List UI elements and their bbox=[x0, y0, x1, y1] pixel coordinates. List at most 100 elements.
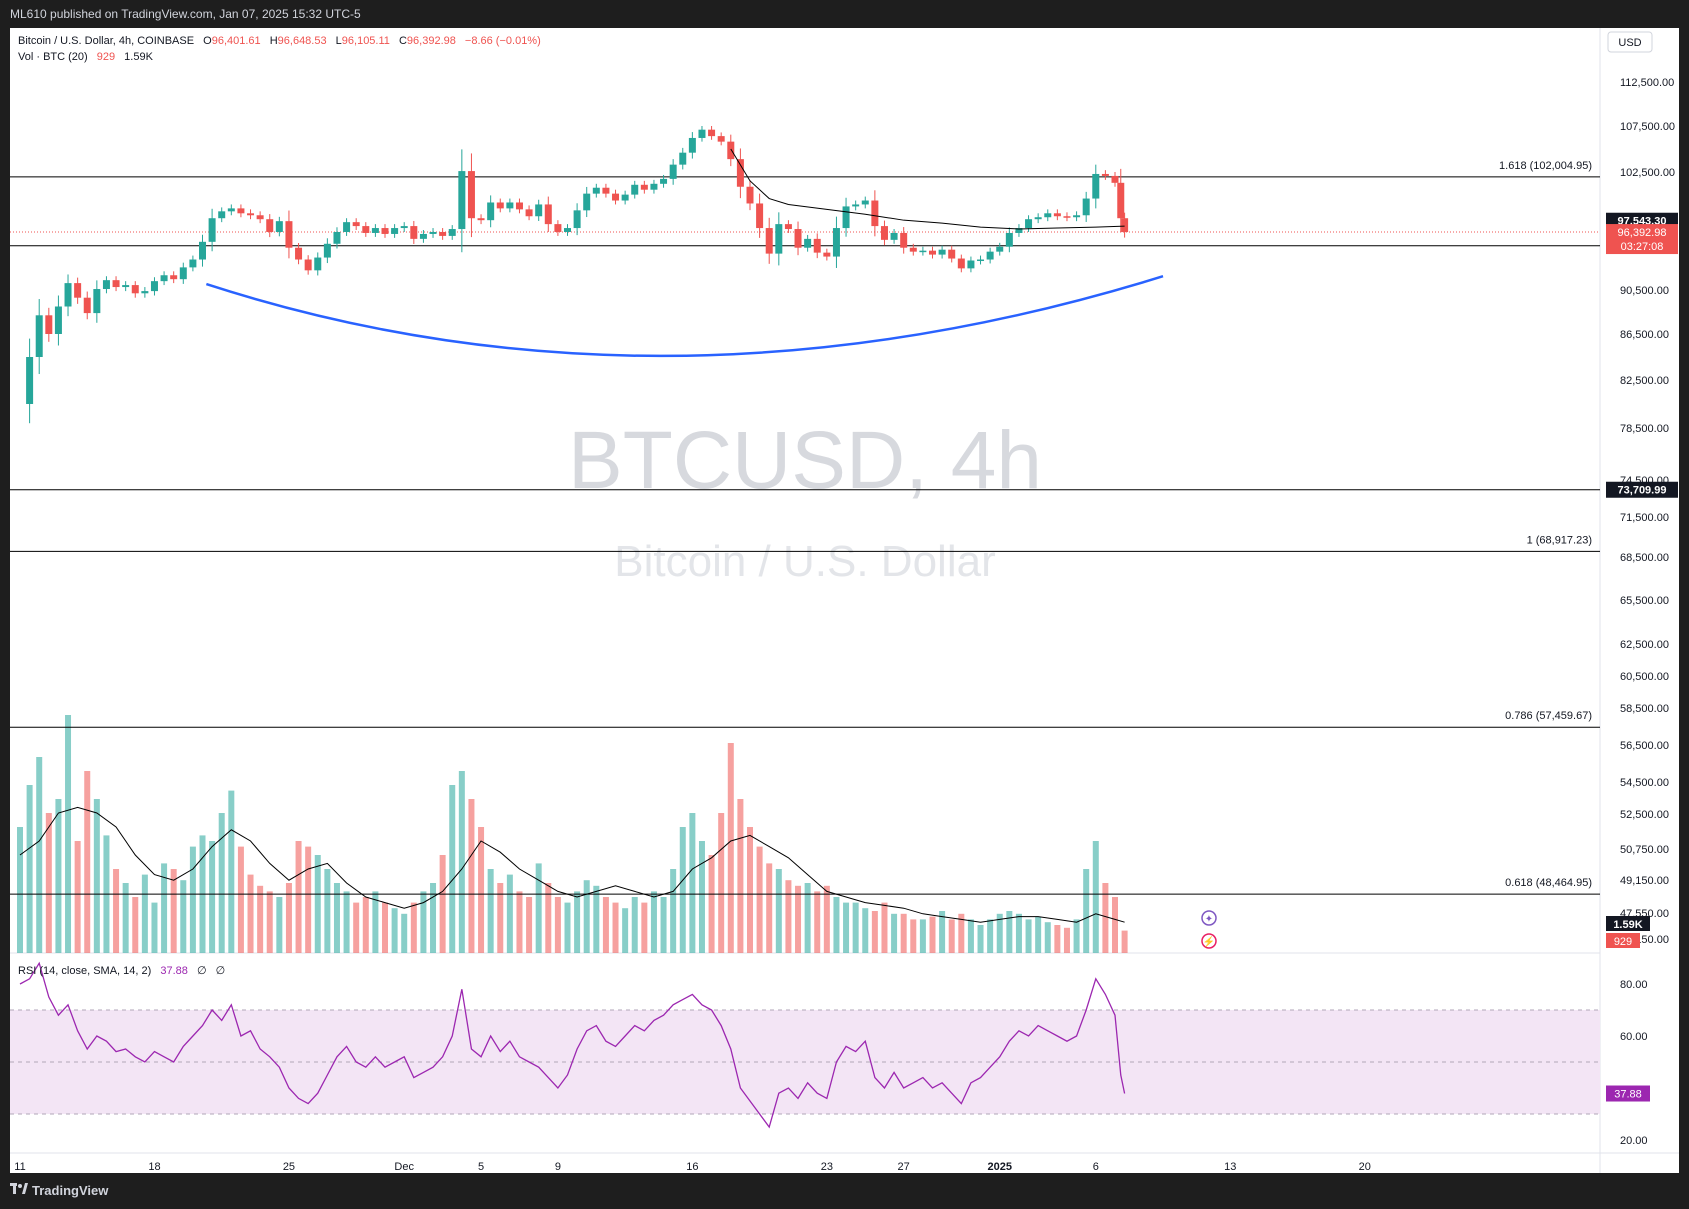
time-tick-label: 13 bbox=[1224, 1161, 1236, 1173]
last-price-tag-text: 96,392.98 bbox=[1618, 227, 1667, 239]
add-indicator-icon[interactable] bbox=[1201, 910, 1217, 926]
candle-body bbox=[573, 210, 581, 229]
candle-body bbox=[1101, 173, 1109, 176]
candle-body bbox=[909, 247, 917, 252]
volume-bar bbox=[785, 880, 792, 953]
currency-button-box[interactable] bbox=[1607, 31, 1653, 53]
candle-body bbox=[544, 204, 552, 225]
candle-body bbox=[314, 257, 322, 271]
volume-bar bbox=[1054, 925, 1061, 953]
volume-bar bbox=[843, 902, 850, 953]
countdown-tag-text: 03:27:08 bbox=[1621, 241, 1664, 253]
volume-bar bbox=[795, 885, 802, 953]
volume-bar bbox=[1035, 916, 1042, 953]
rsi-legend[interactable]: RSI (14, close, SMA, 14, 2) 37.88 ∅ ∅ bbox=[18, 965, 225, 977]
volume-bar bbox=[535, 863, 542, 953]
volume-bar bbox=[36, 757, 43, 953]
time-tick-label: 11 bbox=[14, 1161, 25, 1173]
volume-bar bbox=[401, 913, 408, 953]
chart-area[interactable]: BTCUSD, 4h Bitcoin / U.S. Dollar 1.618 (… bbox=[10, 28, 1679, 1173]
volume-bar bbox=[439, 855, 446, 953]
volume-bar bbox=[593, 885, 600, 953]
volume-bar bbox=[670, 869, 677, 953]
volume-bar bbox=[679, 827, 686, 953]
volume-legend[interactable]: Vol · BTC (20) 929 1.59K bbox=[18, 51, 154, 63]
volume-bar bbox=[939, 911, 946, 953]
candle-body bbox=[448, 229, 456, 236]
candle-body bbox=[669, 164, 677, 179]
candle-body bbox=[400, 226, 408, 229]
footer-bar: TradingView bbox=[0, 1173, 1689, 1209]
volume-bar bbox=[430, 883, 437, 953]
volume-bar bbox=[708, 855, 715, 953]
fib-level-label: 1 (68,917.23) bbox=[1527, 534, 1592, 546]
price-tick-label: 65,500.00 bbox=[1620, 595, 1669, 607]
candle-body bbox=[775, 224, 783, 254]
tradingview-brand: TradingView bbox=[32, 1183, 109, 1198]
symbol-title: Bitcoin / U.S. Dollar, 4h, COINBASE bbox=[18, 35, 194, 47]
volume-bar bbox=[266, 891, 273, 953]
candle-body bbox=[631, 184, 639, 195]
volume-bar bbox=[823, 885, 830, 953]
candle-body bbox=[842, 206, 850, 229]
chart-svg[interactable]: BTCUSD, 4h Bitcoin / U.S. Dollar 1.618 (… bbox=[10, 28, 1679, 1173]
flash-icon-glyph: ⚡ bbox=[1203, 935, 1215, 948]
rsi-value-tag bbox=[1606, 1085, 1650, 1102]
candle-body bbox=[736, 159, 744, 187]
flash-icon[interactable] bbox=[1201, 933, 1217, 949]
price-layer bbox=[26, 126, 1129, 424]
candle-body bbox=[35, 315, 43, 357]
time-axis[interactable]: 11 18 25 Dec 5 9 16 23 27 2025 6 13 20 bbox=[14, 1161, 1371, 1173]
candle-body bbox=[199, 241, 206, 260]
candle-body bbox=[141, 291, 149, 294]
candle-body bbox=[698, 129, 706, 138]
candle-body bbox=[477, 218, 485, 221]
volume-bar bbox=[333, 883, 340, 953]
volume-bar bbox=[151, 902, 158, 953]
ohlc-low: 96,105.11 bbox=[342, 35, 390, 47]
price-tick-label: 68,500.00 bbox=[1620, 552, 1669, 564]
candle-body bbox=[535, 204, 543, 217]
rsi-legend-label: RSI (14, close, SMA, 14, 2) bbox=[18, 965, 151, 977]
volume-bar bbox=[612, 902, 619, 953]
currency-button[interactable]: USD bbox=[1618, 37, 1641, 49]
fib-level-label: 0.786 (57,459.67) bbox=[1505, 710, 1592, 722]
candle-body bbox=[708, 129, 716, 137]
time-tick-label: 27 bbox=[898, 1161, 910, 1173]
volume-bar bbox=[516, 891, 523, 953]
candle-body bbox=[948, 249, 956, 259]
candle-body bbox=[919, 250, 927, 253]
candle-body bbox=[45, 315, 53, 334]
tradingview-logo[interactable]: TradingView bbox=[10, 1183, 108, 1198]
volume-bar bbox=[362, 897, 369, 953]
candle-body bbox=[429, 231, 437, 234]
tradingview-logo-icon bbox=[10, 1183, 28, 1198]
candle-body bbox=[938, 249, 946, 255]
candle-body bbox=[515, 202, 523, 210]
rsi-legend-extra-2: ∅ bbox=[216, 965, 226, 977]
volume-bar bbox=[141, 874, 148, 953]
volume-bar bbox=[1073, 919, 1080, 953]
volume-bar bbox=[804, 883, 811, 953]
candle-body bbox=[977, 259, 985, 262]
ohlc-h-label: H bbox=[270, 35, 278, 47]
price-tick-label: 78,500.00 bbox=[1620, 423, 1669, 435]
candle-body bbox=[823, 252, 831, 257]
level-price-tag bbox=[1606, 481, 1678, 498]
time-tick-label: 16 bbox=[686, 1161, 698, 1173]
volume-bar bbox=[1063, 927, 1070, 953]
candle-body bbox=[1082, 198, 1090, 216]
candle-body bbox=[410, 226, 418, 239]
candle-body bbox=[852, 204, 860, 207]
candle-body bbox=[496, 202, 504, 209]
candle-body bbox=[525, 209, 533, 217]
volume-bar bbox=[372, 891, 379, 953]
volume-bar bbox=[170, 869, 177, 953]
volume-bar bbox=[122, 883, 129, 953]
ohlc-l-label: L bbox=[336, 35, 342, 47]
watermark-symbol: BTCUSD, 4h bbox=[568, 415, 1042, 506]
symbol-legend[interactable]: Bitcoin / U.S. Dollar, 4h, COINBASE O96,… bbox=[18, 35, 541, 47]
price-tick-label: 54,500.00 bbox=[1620, 777, 1669, 789]
candle-body bbox=[208, 218, 216, 242]
